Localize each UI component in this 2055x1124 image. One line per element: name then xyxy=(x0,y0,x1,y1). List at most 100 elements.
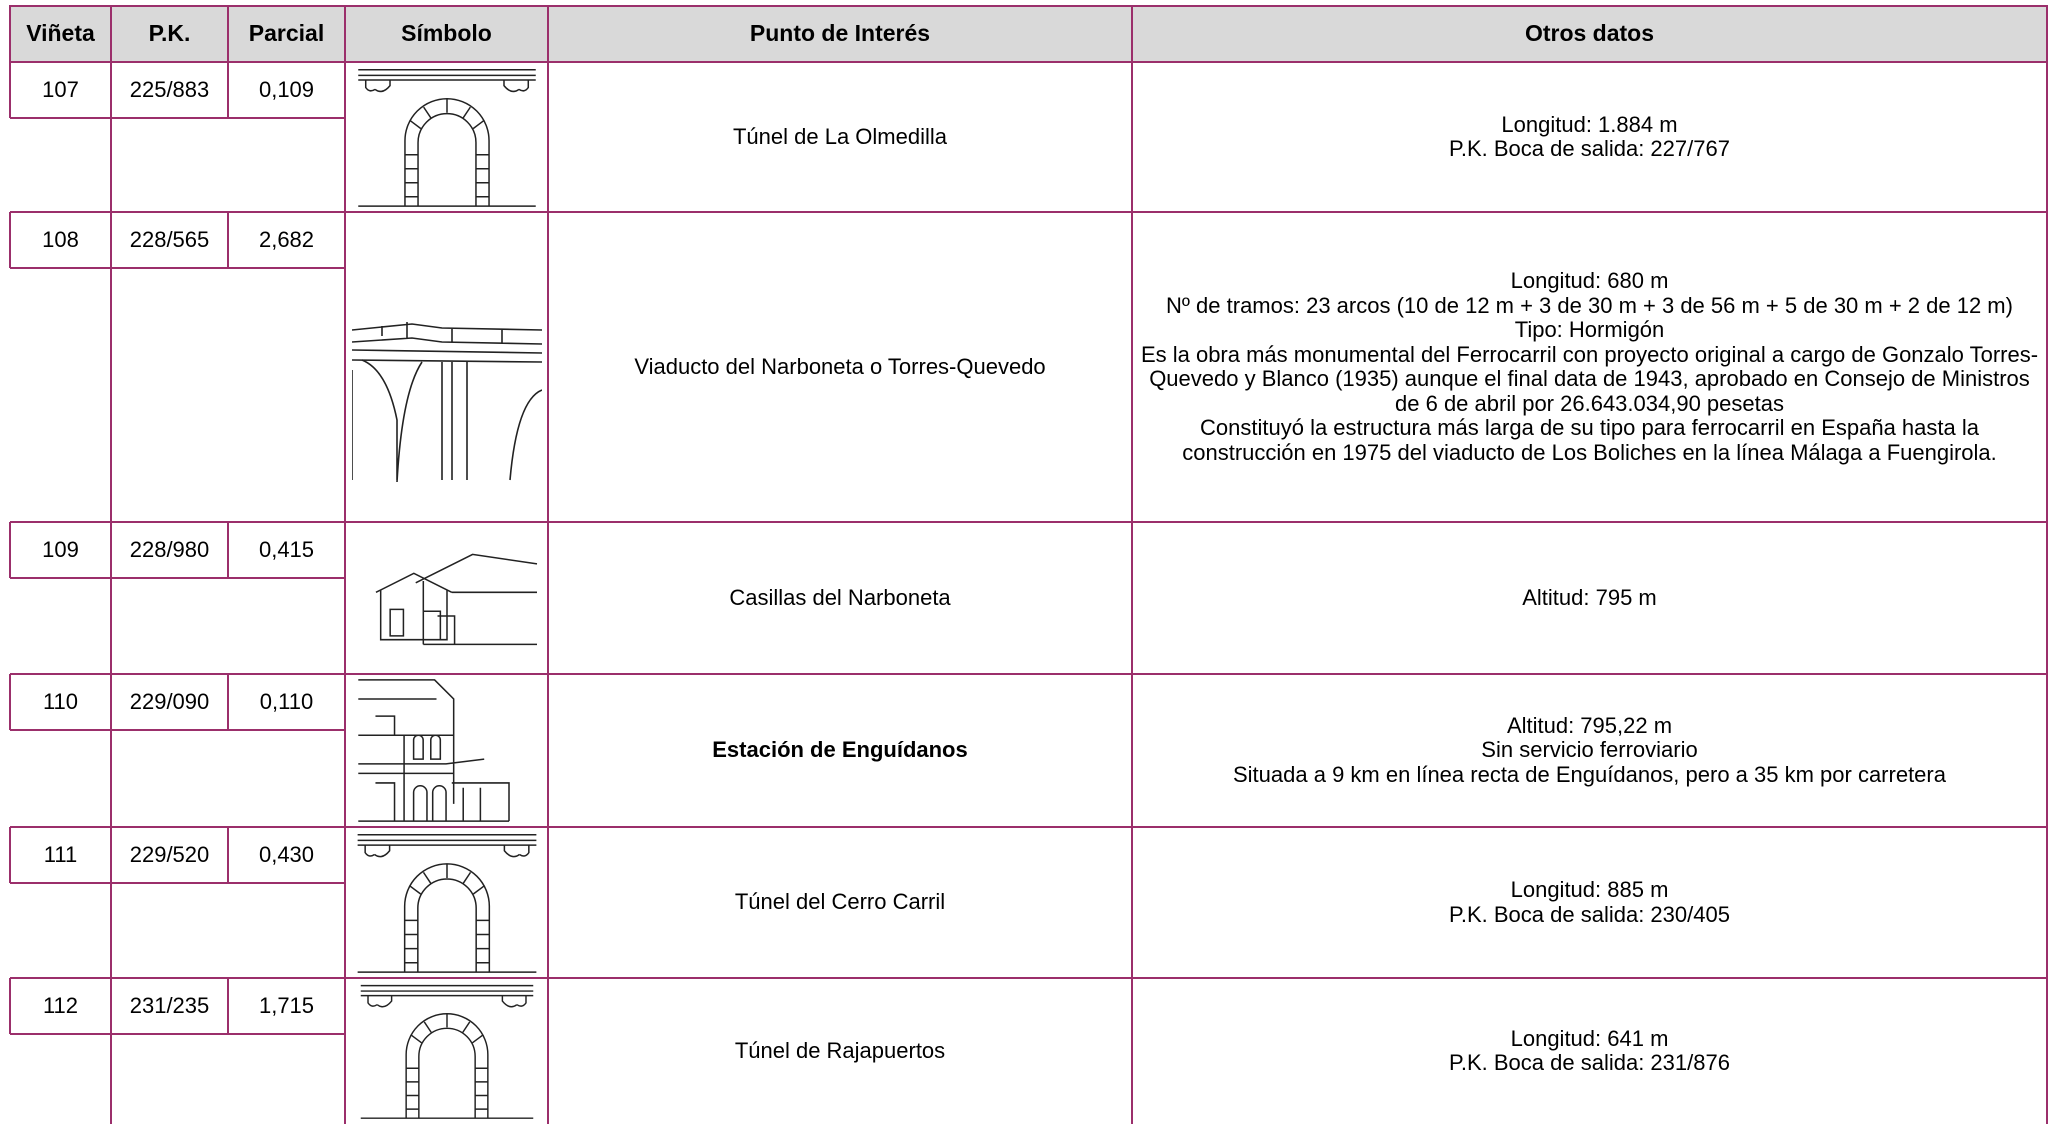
border-line xyxy=(227,978,229,1034)
symbol-drawing xyxy=(357,834,536,973)
other-data-line: Longitud: 641 m xyxy=(1510,1025,1669,1051)
other-data-line: Situada a 9 km en línea recta de Enguída… xyxy=(1233,761,1946,787)
border-line xyxy=(1131,212,1133,522)
symbol-drawing xyxy=(357,68,536,207)
border-line xyxy=(547,827,549,978)
border-line xyxy=(110,522,112,674)
border-line xyxy=(10,61,2047,63)
border-line xyxy=(547,62,549,212)
other-data-line: Altitud: 795,22 m xyxy=(1506,712,1673,738)
border-line xyxy=(110,674,112,827)
border-line xyxy=(1131,827,1133,978)
cell-parcial: 2,682 xyxy=(258,226,315,252)
border-line xyxy=(10,117,345,119)
point-of-interest: Túnel de Rajapuertos xyxy=(734,1037,946,1063)
border-line xyxy=(10,673,2047,675)
header-cell: P.K. xyxy=(111,5,228,62)
border-line xyxy=(9,522,11,578)
other-data-line: Tipo: Hormigón xyxy=(1514,317,1665,342)
other-data: Altitud: 795,22 m Sin servicio ferroviari… xyxy=(1132,674,2047,827)
cell-vineta: 108 xyxy=(42,226,79,252)
other-data-line: Es la obra más monumental del Ferrocarri… xyxy=(1140,341,2039,416)
cell-parcial: 0,109 xyxy=(258,76,315,102)
border-line xyxy=(10,5,2047,7)
border-line xyxy=(10,882,345,884)
other-data-line: Sin servicio ferroviario xyxy=(1481,737,1698,763)
border-line xyxy=(10,1033,345,1035)
other-data-line: P.K. Boca de salida: 227/767 xyxy=(1449,136,1730,161)
border-line xyxy=(1131,62,1133,212)
border-line xyxy=(227,5,229,62)
border-line xyxy=(227,522,229,578)
point-of-interest: Casillas del Narboneta xyxy=(729,584,951,610)
border-line xyxy=(9,978,11,1034)
other-data-line: P.K. Boca de salida: 231/876 xyxy=(1449,1050,1730,1075)
cell-pk: 231/235 xyxy=(129,992,210,1018)
border-line xyxy=(2046,62,2048,212)
cell-pk: 228/980 xyxy=(129,536,210,562)
border-line xyxy=(227,62,229,118)
border-line xyxy=(344,212,346,522)
other-data: Longitud: 885 m P.K. Boca de salida: 230/… xyxy=(1132,827,2047,978)
border-line xyxy=(2046,674,2048,827)
border-line xyxy=(344,674,346,827)
border-line xyxy=(344,5,346,62)
border-line xyxy=(2046,5,2048,62)
border-line xyxy=(110,5,112,62)
border-line xyxy=(10,729,345,731)
border-line xyxy=(344,978,346,1124)
header-cell: Punto de Interés xyxy=(548,5,1132,62)
cell-parcial: 0,110 xyxy=(259,688,314,714)
cell-vineta: 107 xyxy=(42,76,79,102)
cell-pk: 225/883 xyxy=(129,76,210,102)
header-cell: Parcial xyxy=(228,5,345,62)
symbol-drawing xyxy=(375,553,537,646)
border-line xyxy=(110,978,112,1124)
border-line xyxy=(110,827,112,978)
symbol-drawing xyxy=(360,984,533,1119)
cell-parcial: 0,430 xyxy=(258,841,315,867)
other-data: Longitud: 1.884 m P.K. Boca de salida: 22… xyxy=(1132,62,2047,212)
border-line xyxy=(1131,674,1133,827)
border-line xyxy=(227,674,229,730)
border-line xyxy=(344,827,346,978)
border-line xyxy=(2046,522,2048,674)
other-data: Longitud: 680 m Nº de tramos: 23 arcos (1… xyxy=(1132,212,2047,522)
border-line xyxy=(10,521,2047,523)
other-data: Longitud: 641 m P.K. Boca de salida: 231/… xyxy=(1132,978,2047,1124)
border-line xyxy=(10,211,2047,213)
cell-parcial: 1,715 xyxy=(258,992,315,1018)
border-line xyxy=(10,977,2047,979)
other-data-line: Longitud: 885 m xyxy=(1510,877,1669,902)
border-line xyxy=(344,522,346,674)
symbol-drawing xyxy=(351,321,542,482)
cell-vineta: 112 xyxy=(42,992,79,1018)
cell-parcial: 0,415 xyxy=(258,536,315,562)
symbol xyxy=(351,678,542,823)
border-line xyxy=(227,212,229,268)
border-line xyxy=(9,62,11,118)
border-line xyxy=(2046,212,2048,522)
symbol xyxy=(351,66,542,208)
cell-pk: 229/520 xyxy=(129,841,210,867)
border-line xyxy=(1131,522,1133,674)
border-line xyxy=(1131,978,1133,1124)
symbol xyxy=(351,216,542,518)
border-line xyxy=(547,522,549,674)
other-data-line: Constituyó la estructura más larga de su… xyxy=(1182,415,1997,465)
border-line xyxy=(344,62,346,212)
border-line xyxy=(2046,827,2048,978)
other-data-line: Nº de tramos: 23 arcos (10 de 12 m + 3 d… xyxy=(1166,292,2013,318)
border-line xyxy=(10,267,345,269)
cell-vineta: 109 xyxy=(42,536,79,562)
other-data-line: Altitud: 795 m xyxy=(1522,584,1657,610)
border-line xyxy=(110,62,112,212)
point-of-interest: Túnel de La Olmedilla xyxy=(732,123,947,149)
cell-vineta: 110 xyxy=(42,688,79,714)
border-line xyxy=(9,827,11,883)
border-line xyxy=(227,827,229,883)
border-line xyxy=(110,212,112,522)
border-line xyxy=(9,5,11,62)
symbol xyxy=(351,831,542,974)
